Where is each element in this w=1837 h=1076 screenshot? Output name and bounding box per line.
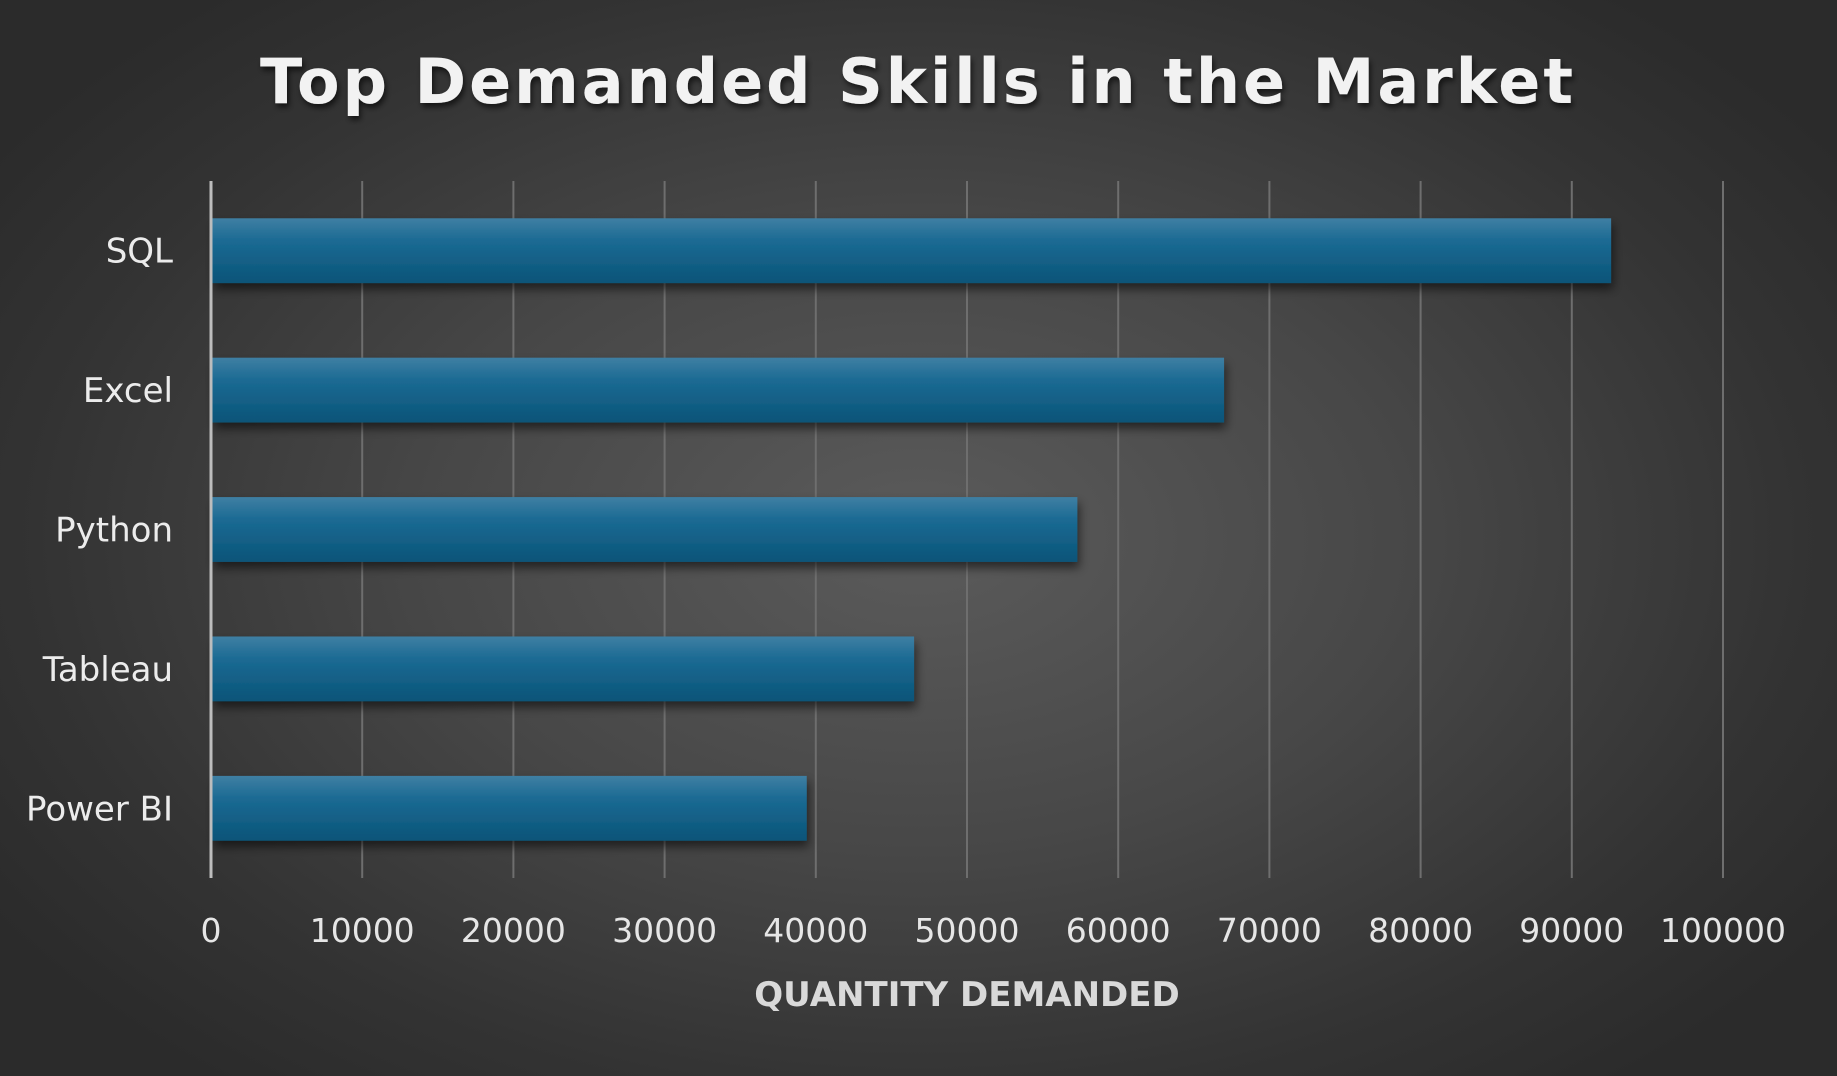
category-labels: SQL Excel Python Tableau Power BI (26, 232, 173, 830)
chart-title: Top Demanded Skills in the Market (260, 45, 1576, 118)
bar-python (212, 497, 1078, 562)
x-tick-labels: 0 10000 20000 30000 40000 50000 60000 70000 8000… (201, 911, 1786, 950)
category-label: Tableau (42, 650, 173, 690)
x-tick-label: 100000 (1660, 911, 1786, 950)
bar-excel (212, 357, 1225, 423)
x-tick-label: 20000 (461, 911, 566, 950)
x-tick-label: 70000 (1217, 911, 1322, 950)
category-label: SQL (106, 232, 173, 272)
bars (212, 218, 1612, 841)
bar-sql (212, 218, 1612, 284)
x-tick-label: 50000 (915, 911, 1020, 950)
category-label: Python (55, 511, 173, 551)
x-tick-label: 10000 (310, 911, 415, 950)
category-label: Power BI (26, 789, 173, 829)
x-tick-label: 40000 (763, 911, 868, 950)
x-tick-label: 0 (201, 911, 222, 950)
bar-tableau (212, 636, 915, 702)
x-axis-label: QUANTITY DEMANDED (754, 975, 1179, 1015)
category-label: Excel (83, 371, 173, 411)
bar-power-bi (212, 775, 807, 841)
x-tick-label: 60000 (1066, 911, 1171, 950)
x-tick-label: 80000 (1368, 911, 1473, 950)
x-tick-label: 30000 (612, 911, 717, 950)
x-tick-label: 90000 (1519, 911, 1624, 950)
